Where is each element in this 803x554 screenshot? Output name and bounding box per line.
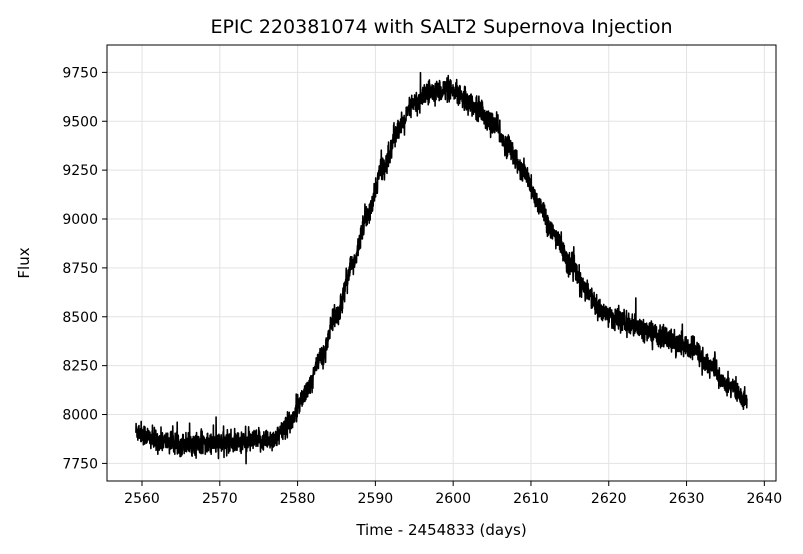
axes-frame [106,44,777,482]
x-axis: 2560 2570 2580 2590 2600 2610 2620 2630 2640 [124,481,782,507]
y-axis: 7750 8000 8250 8500 8750 9000 9250 9500 9750 [62,65,107,472]
x-tick-label: 2560 [124,491,160,507]
y-tick-label: 8750 [62,261,98,277]
y-tick-label: 9000 [62,212,98,228]
grid-lines [107,45,776,481]
y-tick-label: 8250 [62,359,98,375]
x-tick-label: 2610 [513,491,549,507]
y-tick-label: 7750 [62,456,98,472]
y-tick-label: 9250 [62,163,98,179]
x-tick-label: 2590 [358,491,394,507]
y-axis-label: Flux [15,247,33,278]
y-tick-label: 9500 [62,114,98,130]
x-tick-label: 2630 [669,491,705,507]
x-tick-label: 2600 [435,491,471,507]
y-tick-label: 8500 [62,310,98,326]
y-tick-label: 8000 [62,408,98,424]
x-tick-label: 2640 [747,491,783,507]
x-tick-label: 2570 [202,491,238,507]
chart-title: EPIC 220381074 with SALT2 Supernova Inje… [210,16,672,38]
y-tick-label: 9750 [62,65,98,81]
flux-series-line [134,71,748,465]
plot-area [134,71,748,465]
x-tick-label: 2580 [280,491,316,507]
x-axis-label: Time - 2454833 (days) [355,521,526,539]
x-tick-label: 2620 [591,491,627,507]
